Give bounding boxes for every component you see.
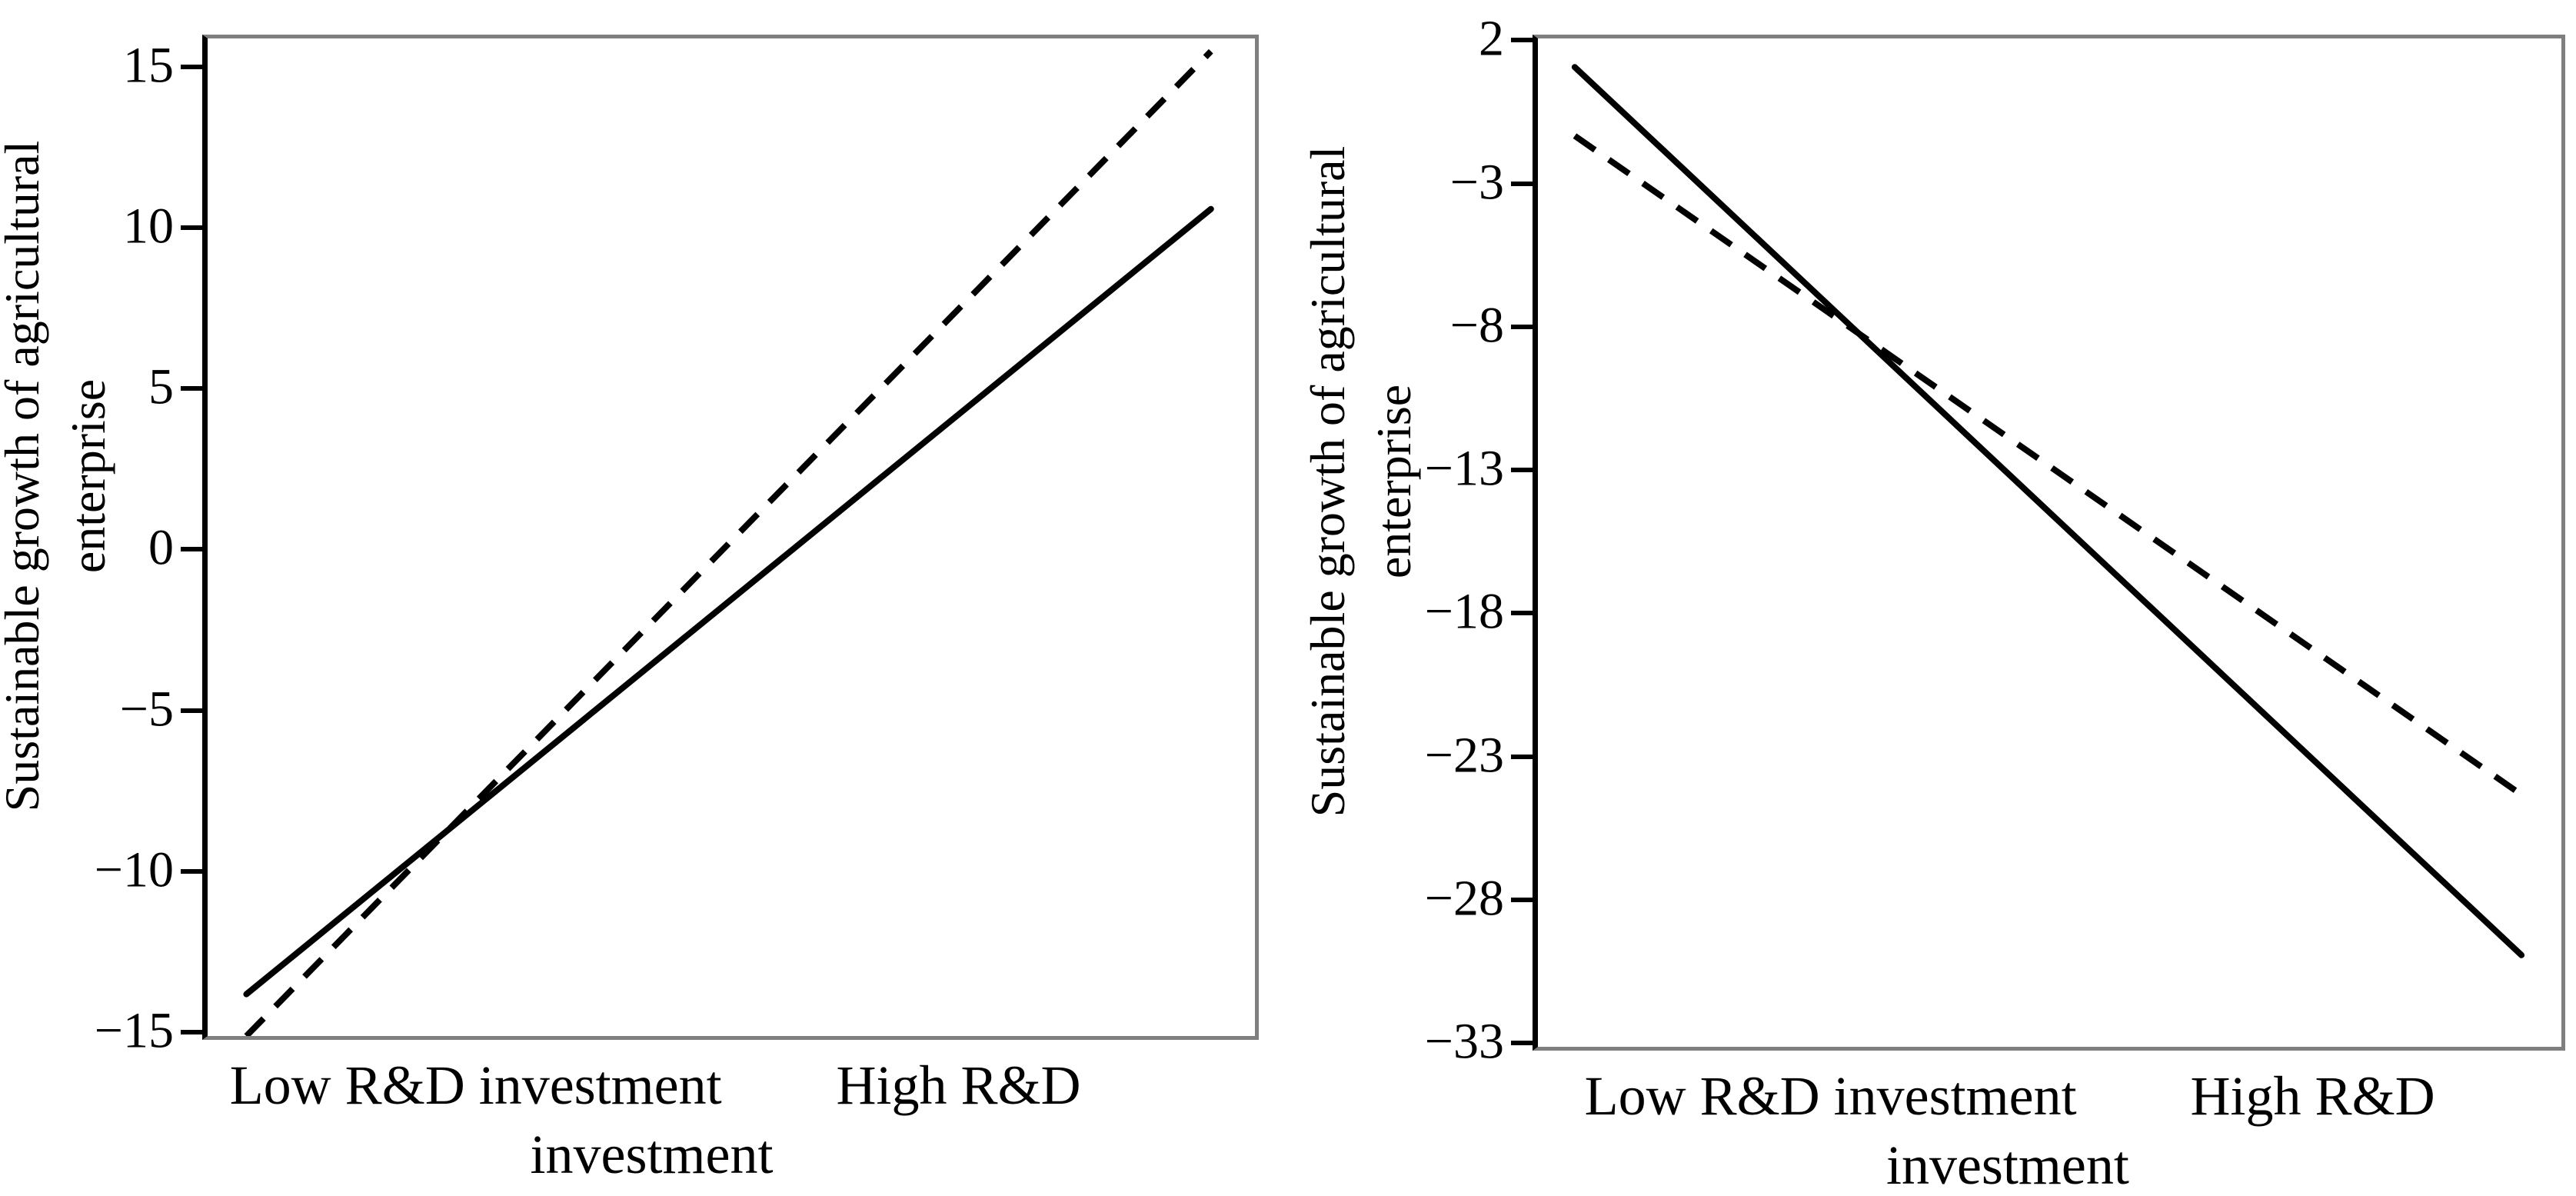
y-tick-label: −13 — [1424, 440, 1504, 497]
y-tick-mark — [1511, 468, 1534, 473]
y-tick-label: −5 — [119, 681, 174, 738]
y-tick-mark — [181, 1030, 204, 1034]
y-tick-label: 2 — [1479, 11, 1504, 68]
y-tick-label: 5 — [148, 358, 174, 415]
x-tick-wrapped-investment: investment — [1885, 1134, 2129, 1196]
series-svg — [1571, 64, 2525, 958]
dashed-series-line — [1573, 133, 2524, 798]
y-tick-label: −23 — [1424, 727, 1504, 784]
y-tick-mark — [181, 386, 204, 391]
y-tick-label: 15 — [123, 37, 174, 94]
y-tick-label: −15 — [94, 1002, 174, 1059]
y-tick-mark — [181, 708, 204, 713]
y-tick-label: 10 — [123, 198, 174, 255]
plot-area — [202, 35, 1259, 1040]
y-tick-mark — [181, 64, 204, 69]
y-tick-label: −10 — [94, 841, 174, 898]
x-axis-labels: Low R&D investment High R&D investment — [208, 1036, 1255, 1182]
y-tick-mark — [1511, 181, 1534, 186]
x-tick-high-rd: High R&D — [2190, 1065, 2435, 1127]
x-tick-high-rd: High R&D — [836, 1054, 1081, 1116]
y-tick-mark — [1511, 897, 1534, 902]
dashed-series-line — [244, 48, 1213, 1036]
x-tick-low-rd-investment: Low R&D investment — [1584, 1065, 2077, 1127]
series-svg — [243, 48, 1214, 1036]
y-tick-label: −18 — [1424, 584, 1504, 641]
y-tick-label: −33 — [1424, 1013, 1504, 1070]
y-tick-mark — [1511, 754, 1534, 759]
y-tick-label: −3 — [1449, 154, 1504, 211]
solid-series-line — [1571, 64, 2525, 958]
y-tick-mark — [1511, 611, 1534, 616]
y-tick-mark — [181, 225, 204, 231]
y-tick-mark — [1511, 324, 1534, 329]
y-tick-mark — [181, 547, 204, 552]
x-axis-labels: Low R&D investment High R&D investment — [1538, 1047, 2561, 1193]
y-tick-mark — [181, 868, 204, 874]
y-tick-mark — [1511, 38, 1534, 43]
plot-area — [1533, 35, 2565, 1051]
x-tick-wrapped-investment: investment — [530, 1124, 774, 1185]
solid-series-line — [243, 205, 1214, 998]
y-tick-label: −8 — [1449, 297, 1504, 354]
y-tick-label: 0 — [148, 520, 174, 577]
x-tick-low-rd-investment: Low R&D investment — [229, 1054, 722, 1116]
y-tick-label: −28 — [1424, 870, 1504, 927]
y-tick-mark — [1511, 1041, 1534, 1045]
